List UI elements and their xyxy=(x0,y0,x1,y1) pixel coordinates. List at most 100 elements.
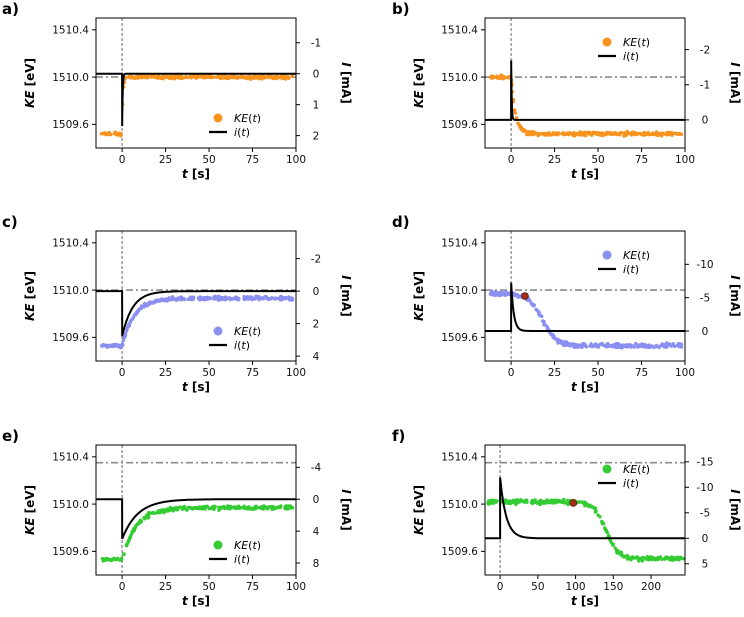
ke-point xyxy=(615,132,619,136)
ke-point xyxy=(122,552,126,557)
ke-point xyxy=(104,557,108,561)
ke-point xyxy=(279,75,283,80)
ke-point xyxy=(681,557,685,561)
ke-point xyxy=(536,131,540,135)
legend: KE(t)i(t) xyxy=(598,463,650,490)
ke-point xyxy=(124,76,128,80)
plot-area xyxy=(485,445,685,575)
x-tick-label: 25 xyxy=(159,367,172,379)
ke-point xyxy=(590,505,595,509)
ke-point xyxy=(169,298,173,302)
ke-point xyxy=(245,297,250,301)
ke-point xyxy=(267,75,271,79)
legend: KE(t)i(t) xyxy=(598,249,650,276)
ke-point xyxy=(139,520,143,524)
ke-point xyxy=(663,557,667,561)
legend-label: KE(t) xyxy=(623,36,650,49)
x-tick-label: 0 xyxy=(119,154,126,166)
ke-point xyxy=(141,74,145,78)
current-curve xyxy=(485,282,685,332)
ke-point xyxy=(113,130,117,134)
ke-point xyxy=(570,342,575,346)
ke-point xyxy=(630,131,634,135)
ke-point xyxy=(260,297,265,301)
ke-point xyxy=(601,133,605,138)
y-tick-label: 1509.6 xyxy=(441,119,478,131)
plot-frame xyxy=(484,230,686,362)
ke-point xyxy=(178,505,182,509)
x-tick-label: 50 xyxy=(591,154,604,166)
x-tick-label: 0 xyxy=(119,581,126,593)
ke-point xyxy=(533,498,537,502)
ke-point xyxy=(679,342,684,346)
ke-point xyxy=(640,556,645,560)
ke-point xyxy=(171,509,175,513)
ke-point xyxy=(134,313,138,317)
ke-point xyxy=(115,343,119,347)
ke-point xyxy=(542,319,546,324)
ke-point xyxy=(179,76,183,80)
ke-point xyxy=(252,506,256,510)
ke-point xyxy=(133,525,138,529)
ke-point xyxy=(651,131,655,135)
ke-point xyxy=(665,130,669,135)
y-tick-label: 1510.0 xyxy=(441,285,478,297)
ke-point xyxy=(174,506,178,510)
ke-point xyxy=(197,74,202,78)
y2-tick-label: -10 xyxy=(696,482,713,494)
plot-frame xyxy=(484,17,686,149)
ke-point xyxy=(490,293,494,297)
ke-point xyxy=(530,131,534,135)
ke-point xyxy=(513,111,518,115)
ke-point xyxy=(492,75,497,80)
legend-label: i(t) xyxy=(623,263,639,276)
ke-point xyxy=(231,296,235,301)
y2-tick-label: 1 xyxy=(313,99,320,111)
ke-point xyxy=(276,505,281,509)
ke-point xyxy=(240,75,244,80)
y-tick-label: 1510.0 xyxy=(52,285,89,297)
ke-point xyxy=(201,505,206,510)
ke-point xyxy=(671,342,675,346)
ke-point xyxy=(558,338,562,343)
ke-point xyxy=(667,343,671,347)
ke-point xyxy=(596,513,600,517)
y-tick-label: 1510.0 xyxy=(52,72,89,84)
ke-point xyxy=(132,529,136,533)
x-tick-label: 200 xyxy=(641,581,661,593)
ke-point xyxy=(290,296,294,300)
x-axis-label: t [s] xyxy=(182,380,210,394)
legend-ke-marker xyxy=(602,464,612,474)
ke-point xyxy=(625,132,629,136)
ke-point xyxy=(562,499,566,503)
y-tick-label: 1509.6 xyxy=(52,546,89,558)
y2-axis-label: I [mA] xyxy=(728,62,742,103)
panel-label: a) xyxy=(2,0,19,18)
ke-point xyxy=(213,297,217,301)
ke-point xyxy=(671,131,675,135)
panel-label: f) xyxy=(392,427,405,445)
y2-tick-label: -4 xyxy=(311,462,322,474)
ke-point xyxy=(489,75,493,79)
ke-point xyxy=(217,508,221,512)
ke-point xyxy=(637,343,641,347)
ke-point xyxy=(256,75,260,79)
y2-tick-label: -10 xyxy=(696,259,713,271)
ke-point xyxy=(497,293,502,298)
y-tick-label: 1510.4 xyxy=(52,452,89,464)
ke-point xyxy=(634,556,639,560)
ke-point xyxy=(221,74,225,79)
ke-point xyxy=(273,296,277,300)
ke-point xyxy=(570,132,574,136)
ke-point xyxy=(99,132,104,136)
ke-point xyxy=(203,75,207,80)
ke-point xyxy=(579,133,583,137)
ke-point xyxy=(103,343,107,347)
ke-point xyxy=(218,298,222,302)
y-axis-label: KE [eV] xyxy=(23,485,37,535)
ke-point xyxy=(582,500,587,504)
panel-label: d) xyxy=(392,213,410,231)
ke-point xyxy=(529,301,533,306)
ke-point xyxy=(197,506,202,510)
